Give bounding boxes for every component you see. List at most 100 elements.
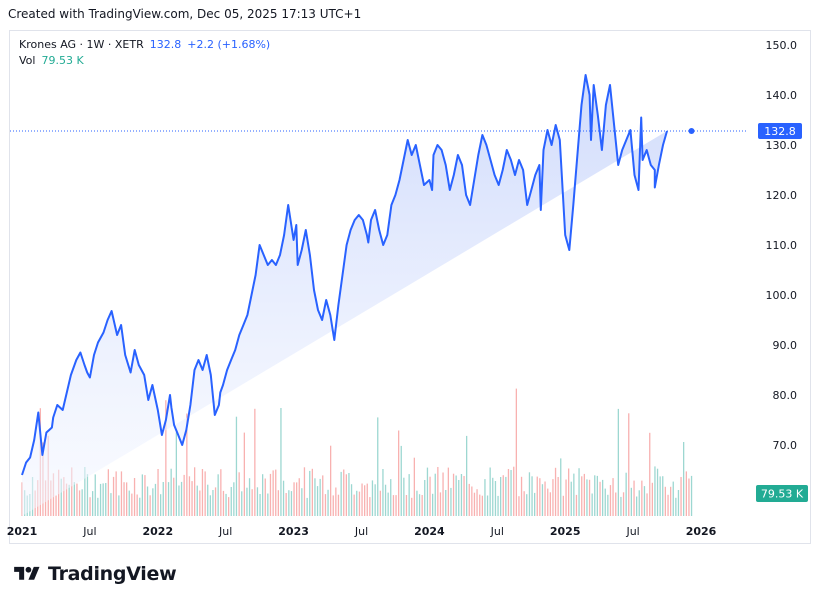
volume-bar (664, 486, 666, 516)
volume-bar (633, 480, 635, 516)
volume-bar (507, 469, 510, 516)
volume-bar (191, 481, 193, 516)
volume-bar (112, 476, 115, 516)
volume-bar (583, 473, 585, 516)
volume-bar (659, 476, 661, 516)
volume-bar (455, 475, 457, 516)
volume-bar (120, 471, 123, 516)
volume-bar (152, 488, 154, 516)
x-tick-label: Jul (490, 525, 504, 538)
volume-bar (204, 471, 206, 516)
volume-bar (405, 495, 408, 516)
volume-bar (460, 474, 463, 516)
volume-bar (254, 408, 256, 516)
volume-bar (107, 469, 109, 516)
y-tick-label: 130.0 (766, 139, 798, 152)
volume-bar (541, 484, 544, 516)
volume-bar (262, 474, 264, 516)
volume-bar (515, 388, 517, 516)
volume-bar (594, 475, 596, 516)
volume-bar (102, 483, 104, 516)
volume-bar (379, 490, 381, 516)
volume-bar (400, 445, 402, 516)
volume-bar (55, 495, 57, 516)
volume-bar (222, 490, 225, 516)
volume-bar (186, 413, 188, 516)
volume-bar (384, 484, 387, 516)
volume-bar (303, 467, 306, 516)
volume-bar (319, 478, 321, 516)
volume-bar (578, 468, 580, 516)
volume-bar (630, 487, 632, 516)
volume-bar (442, 472, 444, 516)
volume-bar (554, 467, 557, 516)
volume-bar (78, 490, 81, 516)
volume-bar (272, 470, 274, 516)
volume-bar (314, 478, 316, 516)
volume-bar (562, 495, 564, 516)
y-tick-label: 80.0 (773, 389, 798, 402)
volume-bar (377, 417, 379, 516)
volume-bar (573, 473, 575, 516)
volume-bar (337, 494, 340, 516)
tradingview-logo[interactable]: TradingView (12, 563, 177, 585)
volume-bar (133, 478, 136, 516)
volume-bar (510, 470, 512, 516)
volume-bar (76, 483, 78, 516)
volume-bar (84, 467, 86, 516)
volume-bar (340, 471, 342, 516)
volume-bar (565, 479, 567, 516)
volume-bar (471, 486, 473, 516)
volume-bar (220, 469, 222, 516)
volume-bar (356, 490, 358, 516)
volume-bar (654, 466, 656, 516)
legend-symbol[interactable]: Krones AG · 1W · XETR (19, 38, 144, 51)
price-line[interactable] (21, 74, 668, 476)
volume-bar (327, 489, 329, 516)
x-tick-label: Jul (625, 525, 639, 538)
volume-bar (494, 481, 497, 516)
volume-bar (128, 490, 130, 516)
volume-bar (306, 497, 308, 516)
volume-bar (604, 488, 606, 516)
volume-bar (547, 488, 549, 516)
volume-bar (214, 487, 217, 516)
volume-bar (199, 490, 201, 516)
volume-bar (463, 476, 465, 516)
volume-bar (63, 477, 65, 516)
created-with-text: Created with TradingView.com, Dec 05, 20… (8, 7, 362, 21)
volume-bar (324, 494, 327, 516)
volume-bar (500, 477, 502, 516)
y-tick-label: 120.0 (766, 189, 798, 202)
volume-bar (60, 478, 62, 516)
volume-bar (162, 482, 164, 516)
volume-bar (392, 495, 395, 516)
volume-bar (596, 475, 598, 516)
volume-bar (403, 477, 405, 516)
legend-volume-label[interactable]: Vol (19, 54, 36, 67)
volume-bar (557, 477, 559, 516)
tradingview-logo-text: TradingView (48, 563, 177, 585)
volume-bar (167, 482, 170, 516)
chart-legend: Krones AG · 1W · XETR 132.8 +2.2 (+1.68%) … (19, 37, 270, 69)
volume-bar (382, 469, 384, 516)
volume-bar (165, 400, 167, 516)
price-badge-text: 132.8 (764, 125, 796, 138)
volume-bar (620, 496, 622, 516)
volume-bar (301, 488, 303, 516)
chart-frame (9, 30, 811, 544)
volume-bar (675, 497, 677, 516)
volume-bar (662, 476, 664, 516)
volume-bar (390, 479, 392, 516)
volume-bar (350, 484, 353, 516)
volume-bar (395, 495, 397, 516)
volume-bar (345, 474, 347, 516)
y-tick-label: 90.0 (773, 339, 798, 352)
y-tick-label: 70.0 (773, 439, 798, 452)
x-tick-label: 2026 (686, 525, 717, 538)
volume-bar (411, 497, 413, 516)
volume-bar (612, 478, 614, 516)
volume-bar (238, 472, 240, 516)
volume-bar (322, 475, 324, 516)
